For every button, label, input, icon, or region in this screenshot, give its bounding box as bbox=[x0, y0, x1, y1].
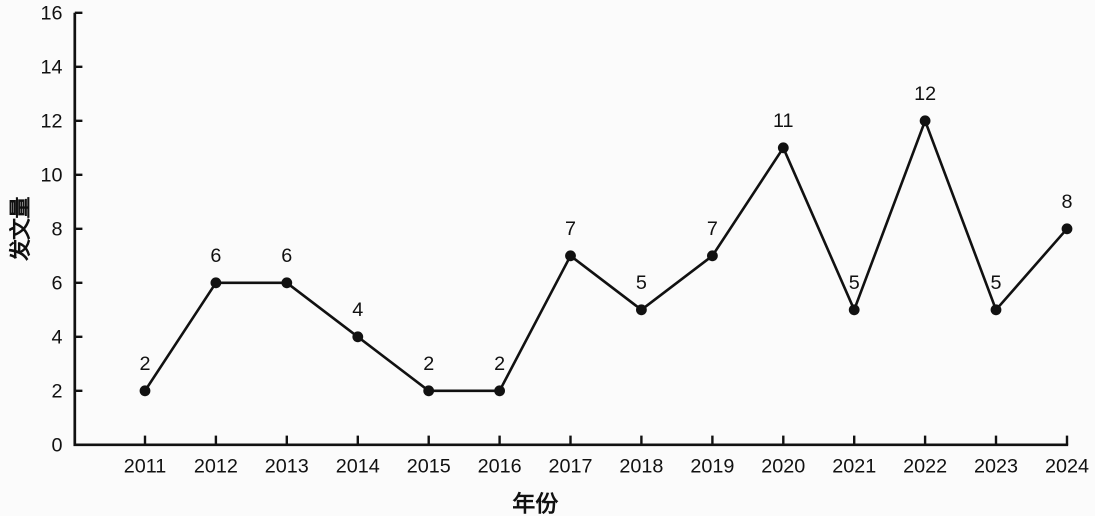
svg-text:4: 4 bbox=[51, 327, 62, 349]
svg-text:2024: 2024 bbox=[1045, 456, 1089, 478]
svg-text:2018: 2018 bbox=[619, 456, 663, 478]
svg-text:12: 12 bbox=[40, 111, 62, 133]
svg-text:6: 6 bbox=[210, 245, 221, 267]
svg-text:2: 2 bbox=[423, 353, 434, 375]
svg-text:8: 8 bbox=[1061, 191, 1072, 213]
svg-text:2015: 2015 bbox=[407, 456, 451, 478]
svg-text:2019: 2019 bbox=[690, 456, 734, 478]
svg-text:5: 5 bbox=[849, 272, 860, 294]
svg-text:14: 14 bbox=[40, 57, 62, 79]
svg-text:2022: 2022 bbox=[903, 456, 947, 478]
svg-text:2020: 2020 bbox=[761, 456, 805, 478]
svg-text:2: 2 bbox=[139, 353, 150, 375]
svg-text:2016: 2016 bbox=[478, 456, 522, 478]
svg-text:8: 8 bbox=[51, 219, 62, 241]
svg-text:10: 10 bbox=[40, 165, 62, 187]
svg-text:6: 6 bbox=[51, 273, 62, 295]
svg-text:2017: 2017 bbox=[548, 456, 592, 478]
svg-text:2014: 2014 bbox=[336, 456, 380, 478]
svg-text:11: 11 bbox=[773, 110, 794, 132]
svg-text:6: 6 bbox=[281, 245, 292, 267]
svg-text:5: 5 bbox=[990, 272, 1001, 294]
svg-text:0: 0 bbox=[51, 435, 62, 457]
svg-text:16: 16 bbox=[40, 3, 62, 25]
svg-text:2: 2 bbox=[494, 353, 505, 375]
svg-text:7: 7 bbox=[565, 218, 576, 240]
svg-text:12: 12 bbox=[914, 83, 936, 105]
svg-text:7: 7 bbox=[707, 218, 718, 240]
svg-text:2013: 2013 bbox=[265, 456, 309, 478]
svg-text:2021: 2021 bbox=[832, 456, 876, 478]
svg-text:5: 5 bbox=[636, 272, 647, 294]
svg-text:2: 2 bbox=[51, 381, 62, 403]
svg-text:2012: 2012 bbox=[194, 456, 238, 478]
svg-text:2023: 2023 bbox=[974, 456, 1018, 478]
svg-text:4: 4 bbox=[352, 299, 363, 321]
svg-text:2011: 2011 bbox=[124, 456, 167, 478]
